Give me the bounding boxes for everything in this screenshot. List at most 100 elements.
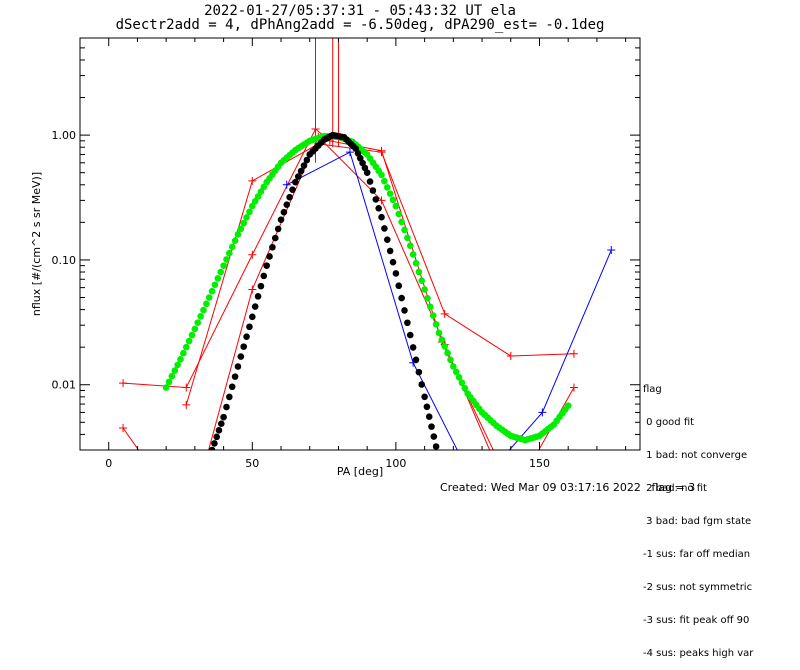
series-8-point [294, 173, 302, 180]
series-7-point [444, 349, 451, 357]
series-8-point [366, 178, 374, 185]
series-7-point [174, 361, 181, 369]
series-0-point [119, 379, 128, 388]
series-7-point [435, 329, 443, 337]
series-7-point [223, 256, 230, 263]
series-2-point [569, 383, 578, 392]
series-7-point [421, 286, 428, 293]
series-1-line [185, 143, 574, 405]
series-8-point [432, 443, 440, 450]
series-7-point [432, 320, 440, 328]
series-8-point [274, 225, 282, 233]
series-7-point [409, 251, 417, 258]
series-8-point [404, 319, 411, 327]
series-6-point [345, 148, 354, 157]
series-8-point [378, 213, 385, 221]
series-7-point [406, 242, 414, 250]
series-7-point [461, 384, 469, 392]
series-8-point [406, 331, 414, 339]
series-8-point [246, 323, 253, 331]
legend-entry: 2 bad: no fit [643, 483, 707, 494]
series-8-point [392, 270, 400, 277]
series-8-point [237, 353, 245, 360]
series-7-point [564, 402, 572, 409]
series-6-point [538, 408, 547, 417]
series-8-point [243, 333, 250, 341]
series-7-point [418, 277, 426, 285]
series-8-point [386, 247, 394, 255]
flag-legend: flag 0 good fit 1 bad: not converge 2 ba… [643, 362, 753, 670]
legend-entry: -3 sus: fit peak off 90 [643, 615, 750, 626]
series-8-point [234, 363, 242, 370]
series-8-point [211, 440, 218, 447]
series-8-point [215, 426, 223, 434]
series-8-point [412, 356, 420, 364]
series-8-point [257, 282, 265, 290]
series-8-point [428, 423, 435, 430]
series-8-point [260, 272, 268, 280]
series-7-point [185, 337, 193, 345]
series-7-point [455, 374, 463, 381]
series-8-point [240, 343, 247, 350]
series-8-point [263, 262, 270, 269]
series-7-point [194, 319, 202, 326]
series-7-point [447, 356, 454, 364]
series-0-line [123, 128, 494, 450]
series-7-point [162, 384, 170, 391]
series-8-point [401, 307, 408, 314]
series-8-point [249, 313, 256, 321]
series-7-point [424, 294, 431, 302]
series-8-point [228, 383, 236, 391]
x-tick-label: 150 [529, 457, 550, 470]
legend-entry: -2 sus: not symmetric [643, 582, 753, 593]
series-7-point [220, 262, 227, 269]
series-7-point [234, 231, 242, 238]
series-8-point [231, 373, 239, 380]
series-8-point [269, 243, 276, 251]
series-8-point [415, 368, 423, 376]
series-8-point [430, 433, 438, 440]
series-8-point [286, 193, 293, 201]
series-7-point [429, 312, 437, 319]
series-7-point [254, 193, 262, 200]
series-7-point [257, 188, 265, 196]
x-tick-label: 0 [105, 457, 112, 470]
series-7-point [427, 303, 434, 311]
series-8-point [251, 303, 259, 310]
series-7-point [211, 281, 219, 289]
series-8-point [389, 258, 397, 266]
series-7-point [452, 368, 460, 376]
series-8-point [283, 201, 291, 208]
y-axis-label: nflux [#/(cm^2 s sr MeV)] [30, 172, 43, 316]
series-8-point [254, 293, 262, 300]
series-7-point [404, 234, 411, 242]
series-7-point [260, 183, 268, 191]
series-8-point [395, 282, 403, 290]
series-8-point [398, 294, 405, 302]
created-footer: Created: Wed Mar 09 03:17:16 2022 flag =… [440, 481, 696, 494]
series-7-point [450, 363, 457, 370]
series-8-point [226, 393, 233, 401]
series-7-point [203, 300, 210, 308]
series-1-point [248, 176, 257, 185]
series-7-point [398, 218, 405, 226]
plot-frame [79, 37, 641, 451]
series-7-point [395, 210, 403, 218]
series-7-point [401, 226, 408, 234]
legend-entry: -1 sus: far off median [643, 549, 751, 560]
series-7-point [188, 331, 196, 339]
series-8-point [289, 186, 296, 193]
series-7-point [383, 184, 391, 191]
series-8-point [217, 420, 225, 428]
series-7-point [246, 208, 253, 216]
series-1-point [440, 309, 449, 318]
legend-entry: 3 bad: bad fgm state [643, 516, 752, 527]
legend-entry: 1 bad: not converge [643, 450, 748, 461]
y-tick-label: 0.10 [52, 254, 77, 267]
series-7-point [378, 171, 385, 179]
series-8-point [363, 169, 371, 176]
y-tick-label: 1.00 [52, 129, 77, 142]
series-7-point [237, 225, 245, 233]
series-8-point [292, 178, 299, 186]
series-7-point [205, 294, 213, 301]
